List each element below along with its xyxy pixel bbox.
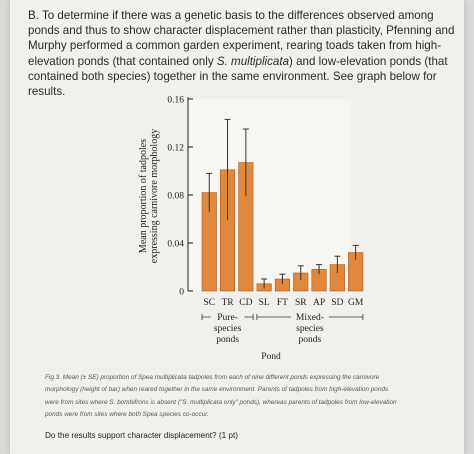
- x-axis-label: Pond: [261, 352, 281, 362]
- species-name: S. multiplicata: [216, 54, 290, 68]
- x-tick-label: CD: [239, 298, 252, 308]
- group-label: species: [214, 324, 242, 334]
- x-tick-label: SR: [295, 298, 307, 308]
- group-label: Mixed-: [296, 313, 324, 323]
- x-tick-label: FT: [277, 298, 288, 308]
- x-tick-label: GM: [348, 298, 364, 308]
- group-label: ponds: [299, 335, 322, 345]
- question-body: ) and low-elevation ponds (that containe…: [28, 54, 448, 83]
- question-prompt: Do the results support character displac…: [45, 431, 238, 440]
- question-tail: See graph below for results.: [28, 69, 437, 99]
- y-tick-label: 0.08: [167, 192, 184, 202]
- question-intro: B. To determine if there was a genetic b…: [28, 9, 455, 68]
- x-tick-label: SL: [259, 298, 270, 308]
- group-label-backdrop: [290, 311, 329, 322]
- caption-line: morphology (height of bar) when reared t…: [45, 386, 389, 394]
- y-tick-label: 0.04: [167, 240, 184, 250]
- caption-line: Fig.3. Mean (± SE) proportion of Spea mu…: [45, 374, 380, 381]
- caption-line: ponds were from sites where both Spea sp…: [45, 410, 209, 418]
- caption-line: were from sites where S. bombifrons is a…: [45, 398, 397, 406]
- x-tick-label: TR: [221, 298, 234, 308]
- group-label-backdrop: [210, 311, 245, 322]
- question-text: B. To determine if there was a genetic b…: [28, 8, 458, 99]
- bar-chart: 0 0.04 0.08 0.12 0.16 SC TR CD SL FT SR AP SD GM Pure-…: [138, 96, 364, 363]
- group-label: Pure-: [217, 313, 238, 323]
- x-tick-label: SD: [331, 298, 343, 308]
- y-axis-label-line1: Mean proportion of tadpoles: [138, 139, 149, 253]
- y-tick-label: 0.12: [167, 144, 184, 154]
- y-axis-label-line2: expressing carnivore morphology: [149, 129, 160, 263]
- group-label: species: [296, 324, 324, 334]
- worksheet-page: B. To determine if there was a genetic b…: [10, 0, 464, 454]
- group-label: ponds: [216, 335, 239, 345]
- figure-caption: Fig.3. Mean (± SE) proportion of Spea mu…: [45, 372, 450, 421]
- y-tick-label: 0.16: [167, 96, 184, 106]
- x-tick-label: AP: [313, 298, 325, 308]
- x-tick-label: SC: [203, 298, 215, 308]
- y-tick-label: 0: [179, 288, 184, 298]
